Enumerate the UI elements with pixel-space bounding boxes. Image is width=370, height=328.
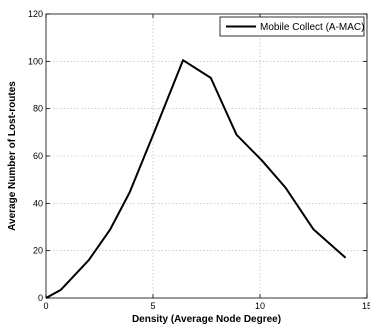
x-tick-label: 5 — [150, 301, 155, 311]
x-axis-label: Density (Average Node Degree) — [132, 314, 281, 325]
legend-label: Mobile Collect (A-MAC) — [260, 22, 364, 33]
legend: Mobile Collect (A-MAC) — [219, 16, 365, 37]
y-tick-label: 0 — [38, 293, 43, 303]
y-axis-label: Average Number of Lost-routes — [7, 81, 18, 231]
y-tick-label: 20 — [33, 246, 43, 256]
y-tick-label: 80 — [33, 104, 43, 114]
legend-box — [219, 16, 365, 37]
series-layer — [45, 59, 347, 299]
series-line — [45, 59, 347, 299]
x-tick-label: 15 — [362, 301, 370, 311]
grid — [46, 14, 367, 298]
y-tick-label: 40 — [33, 198, 43, 208]
x-tick-label: 10 — [255, 301, 265, 311]
x-tick-label: 0 — [43, 301, 48, 311]
y-tick-label: 100 — [28, 56, 43, 66]
plot-frame — [45, 13, 368, 299]
y-tick-label: 60 — [33, 151, 43, 161]
y-tick-label: 120 — [28, 9, 43, 19]
axis-ticks: 0 5 10 15 0 20 40 60 80 100 120 — [28, 9, 370, 311]
